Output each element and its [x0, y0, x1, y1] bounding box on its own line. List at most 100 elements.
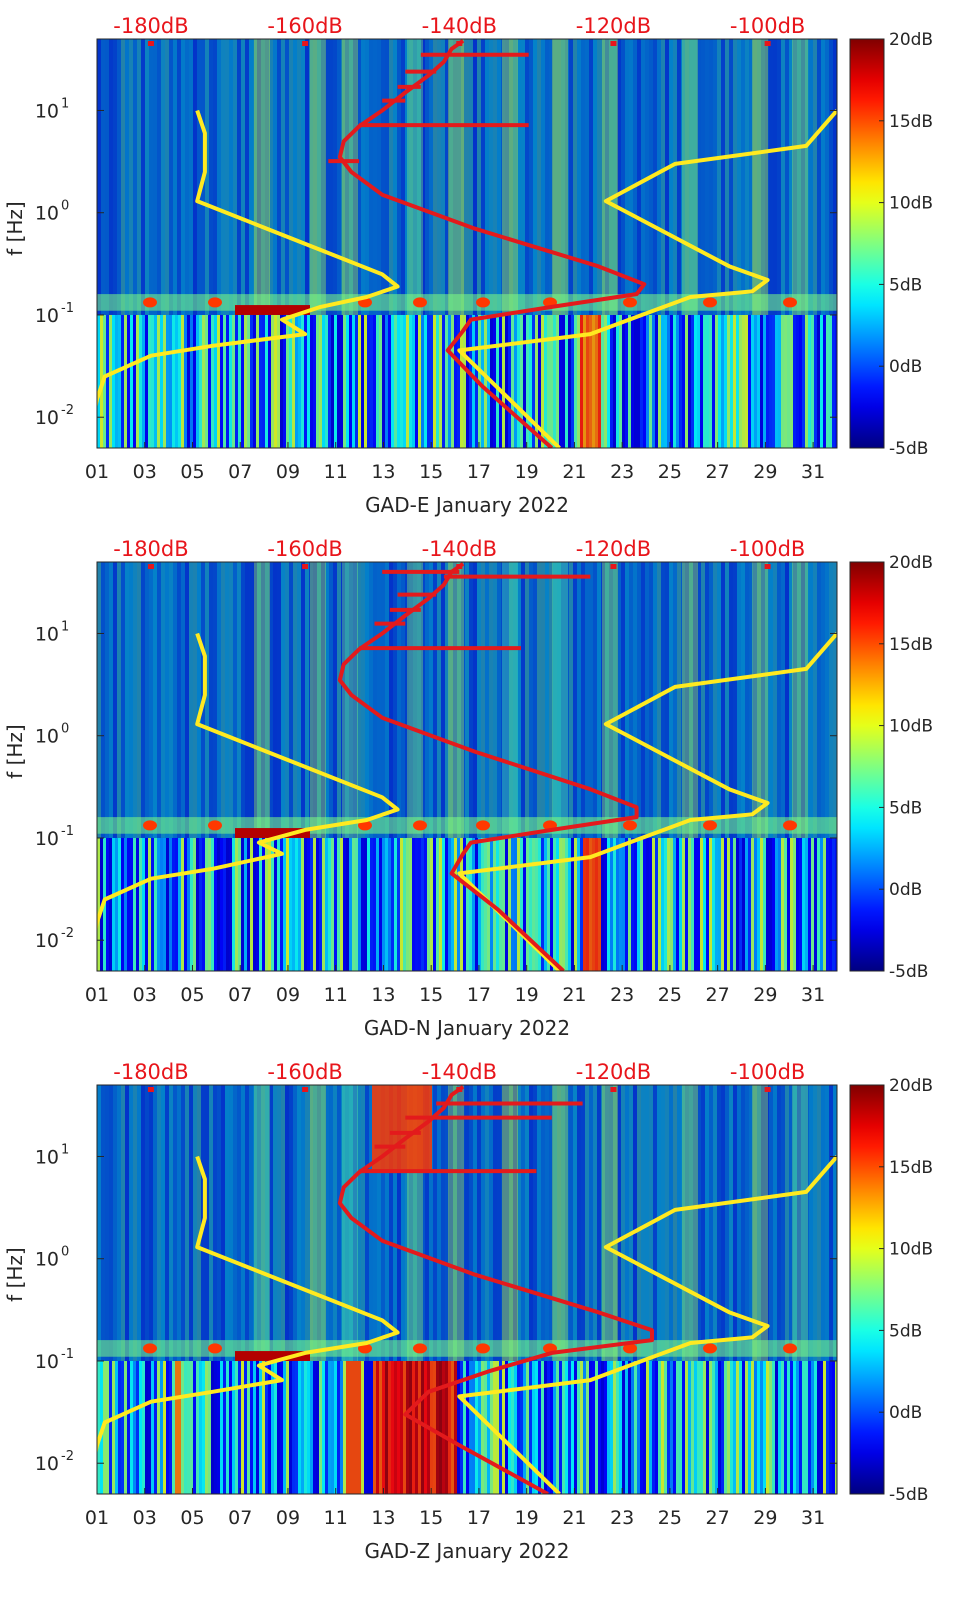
x-tick-label: 31	[801, 1507, 825, 1529]
top-db-label: -100dB	[730, 537, 805, 561]
x-tick-label: 15	[419, 461, 443, 483]
colorbar-tick-label: -5dB	[889, 439, 928, 459]
x-tick-label: 07	[228, 1507, 252, 1529]
y-tick-label: 10	[35, 726, 59, 748]
x-tick-label: 29	[753, 461, 777, 483]
y-tick-label: 10	[35, 1146, 59, 1168]
red-noise-model-curve	[337, 562, 639, 971]
x-tick-label: 19	[515, 984, 539, 1006]
y-tick-exponent: 0	[61, 1245, 69, 1260]
top-db-label: -160dB	[267, 14, 342, 38]
x-tick-label: 13	[371, 984, 395, 1006]
y-tick-label: 10	[35, 930, 59, 952]
x-tick-label: 03	[133, 461, 157, 483]
x-tick-label: 23	[610, 461, 634, 483]
y-tick-exponent: 1	[61, 1142, 69, 1157]
x-tick-label: 31	[801, 984, 825, 1006]
x-tick-label: 17	[467, 984, 491, 1006]
top-db-label: -120dB	[576, 1060, 651, 1084]
colorbar-tick-label: 5dB	[889, 798, 922, 818]
colorbar-tick-label: 15dB	[889, 635, 933, 655]
x-tick-label: 27	[706, 984, 730, 1006]
x-tick-label: 03	[133, 984, 157, 1006]
colorbar-tick-label: -5dB	[889, 1485, 928, 1505]
y-tick-label: 10	[35, 1249, 59, 1271]
top-db-label: -120dB	[576, 537, 651, 561]
x-tick-label: 31	[801, 461, 825, 483]
top-db-label: -140dB	[422, 537, 497, 561]
x-tick-label: 11	[324, 1507, 348, 1529]
yellow-noise-model-curve	[97, 109, 400, 409]
colorbar-tick-label: 15dB	[889, 112, 933, 132]
x-tick-label: 15	[419, 1507, 443, 1529]
colorbar-tick-label: 10dB	[889, 1240, 933, 1260]
x-tick-label: 19	[515, 1507, 539, 1529]
y-tick-exponent: -2	[61, 1449, 74, 1464]
red-noise-model-curve	[337, 1085, 654, 1494]
x-tick-label: 29	[753, 1507, 777, 1529]
x-axis-title: GAD-N January 2022	[364, 1016, 570, 1040]
y-tick-exponent: 1	[61, 96, 69, 111]
x-tick-label: 25	[658, 984, 682, 1006]
y-tick-label: 10	[35, 623, 59, 645]
x-tick-label: 17	[467, 461, 491, 483]
x-tick-label: 01	[85, 984, 109, 1006]
y-tick-exponent: 1	[61, 619, 69, 634]
colorbar-tick-label: 10dB	[889, 717, 933, 737]
colorbar: 20dB 15dB 10dB 5dB 0dB -5dB	[849, 30, 933, 459]
x-tick-label: 13	[371, 1507, 395, 1529]
spectrogram-image	[97, 562, 837, 971]
red-noise-model-curve	[337, 39, 647, 448]
x-tick-label: 15	[419, 984, 443, 1006]
plot-frame	[96, 1084, 838, 1495]
y-tick-exponent: -2	[61, 403, 74, 418]
y-axis-title: f [Hz]	[3, 724, 27, 779]
x-tick-label: 07	[228, 984, 252, 1006]
x-axis-title: GAD-Z January 2022	[365, 1539, 570, 1563]
x-tick-label: 27	[706, 1507, 730, 1529]
x-tick-label: 21	[562, 461, 586, 483]
x-tick-label: 17	[467, 1507, 491, 1529]
top-db-label: -140dB	[422, 1060, 497, 1084]
x-tick-label: 05	[180, 984, 204, 1006]
x-tick-label: 11	[324, 461, 348, 483]
y-tick-label: 10	[35, 203, 59, 225]
y-axis-title: f [Hz]	[3, 1247, 27, 1302]
y-tick-label: 10	[35, 828, 59, 850]
yellow-noise-model-curve	[457, 1155, 837, 1494]
x-tick-label: 05	[180, 1507, 204, 1529]
y-tick-exponent: -1	[61, 824, 74, 839]
x-tick-label: 21	[562, 984, 586, 1006]
colorbar-tick-label: 0dB	[889, 357, 922, 377]
colorbar-tick-label: 5dB	[889, 1321, 922, 1341]
x-tick-label: 11	[324, 984, 348, 1006]
colorbar-tick-label: 0dB	[889, 880, 922, 900]
spectrogram-image	[97, 39, 837, 448]
x-tick-label: 25	[658, 461, 682, 483]
x-tick-label: 07	[228, 461, 252, 483]
y-tick-exponent: 0	[61, 199, 69, 214]
colorbar: 20dB 15dB 10dB 5dB 0dB -5dB	[849, 553, 933, 982]
y-tick-exponent: -1	[61, 301, 74, 316]
top-db-label: -180dB	[113, 14, 188, 38]
yellow-noise-model-curve	[457, 632, 837, 971]
top-db-label: -140dB	[422, 14, 497, 38]
x-tick-label: 23	[610, 1507, 634, 1529]
yellow-noise-model-curve	[457, 109, 837, 448]
top-db-label: -100dB	[730, 1060, 805, 1084]
x-axis-title: GAD-E January 2022	[365, 493, 569, 517]
top-db-label: -120dB	[576, 14, 651, 38]
x-tick-label: 01	[85, 461, 109, 483]
x-tick-label: 09	[276, 1507, 300, 1529]
x-tick-label: 13	[371, 461, 395, 483]
colorbar: 20dB 15dB 10dB 5dB 0dB -5dB	[849, 1076, 933, 1505]
top-db-label: -160dB	[267, 537, 342, 561]
colorbar-tick-label: 5dB	[889, 275, 922, 295]
y-tick-label: 10	[35, 1351, 59, 1373]
x-tick-label: 05	[180, 461, 204, 483]
top-db-label: -180dB	[113, 1060, 188, 1084]
colorbar-tick-label: 20dB	[889, 1076, 933, 1096]
y-tick-label: 10	[35, 1453, 59, 1475]
x-tick-label: 27	[706, 461, 730, 483]
